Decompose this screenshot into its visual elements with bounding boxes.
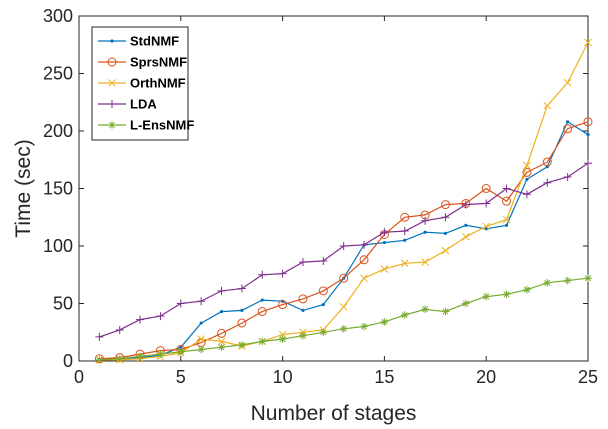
data-point-l-ensnmf (197, 346, 205, 354)
data-point-l-ensnmf (401, 311, 409, 319)
data-point-stdnmf (403, 239, 406, 242)
data-point-stdnmf (200, 321, 203, 324)
data-point-l-ensnmf (523, 286, 531, 294)
data-point-stdnmf (261, 298, 264, 301)
data-point-l-ensnmf (320, 328, 328, 336)
y-tick-label: 0 (63, 351, 73, 371)
data-point-l-ensnmf (564, 277, 572, 285)
legend-marker-stdnmf (110, 39, 113, 42)
y-tick-label: 150 (43, 179, 73, 199)
data-point-l-ensnmf (584, 274, 592, 282)
data-point-l-ensnmf (462, 300, 470, 308)
legend-label-lda: LDA (130, 97, 157, 112)
y-tick-label: 50 (53, 294, 73, 314)
data-point-l-ensnmf (421, 305, 429, 313)
legend-marker-l-ensnmf (108, 121, 116, 129)
data-point-l-ensnmf (218, 343, 226, 351)
data-point-l-ensnmf (360, 323, 368, 331)
data-point-l-ensnmf (136, 353, 144, 361)
data-point-l-ensnmf (482, 293, 490, 301)
data-point-stdnmf (220, 310, 223, 313)
data-point-stdnmf (240, 309, 243, 312)
y-axis-label: Time (sec) (12, 139, 35, 237)
x-tick-label: 15 (374, 367, 394, 387)
data-point-l-ensnmf (116, 355, 124, 363)
x-axis-label: Number of stages (251, 402, 417, 425)
data-point-stdnmf (505, 224, 508, 227)
data-point-stdnmf (566, 120, 569, 123)
data-point-l-ensnmf (96, 356, 104, 364)
data-point-l-ensnmf (442, 308, 450, 316)
data-point-l-ensnmf (543, 279, 551, 287)
legend-label-l-ensnmf: L-EnsNMF (130, 118, 194, 133)
y-tick-label: 250 (43, 64, 73, 84)
y-tick-label: 100 (43, 236, 73, 256)
y-tick-label: 300 (43, 6, 73, 26)
data-point-l-ensnmf (238, 341, 246, 349)
data-point-l-ensnmf (177, 348, 185, 356)
legend-label-stdnmf: StdNMF (130, 34, 179, 49)
data-point-stdnmf (464, 224, 467, 227)
data-point-l-ensnmf (279, 335, 287, 343)
x-tick-label: 10 (273, 367, 293, 387)
data-point-stdnmf (525, 178, 528, 181)
y-tick-label: 200 (43, 121, 73, 141)
data-point-l-ensnmf (503, 291, 511, 299)
data-point-stdnmf (424, 231, 427, 234)
x-tick-label: 0 (74, 367, 84, 387)
legend-label-orthnmf: OrthNMF (130, 76, 186, 91)
data-point-l-ensnmf (157, 350, 165, 358)
data-point-l-ensnmf (258, 338, 266, 346)
x-tick-label: 20 (476, 367, 496, 387)
data-point-stdnmf (322, 303, 325, 306)
data-point-stdnmf (444, 232, 447, 235)
data-point-stdnmf (301, 309, 304, 312)
data-point-l-ensnmf (381, 318, 389, 326)
data-point-l-ensnmf (340, 325, 348, 333)
legend: StdNMF SprsNMF OrthNMF LDA L-EnsNMF (92, 27, 194, 140)
x-tick-label: 5 (176, 367, 186, 387)
x-tick-label: 25 (578, 367, 598, 387)
legend-label-sprsnmf: SprsNMF (130, 55, 187, 70)
data-point-l-ensnmf (299, 332, 307, 340)
data-point-stdnmf (383, 241, 386, 244)
data-point-stdnmf (586, 133, 589, 136)
